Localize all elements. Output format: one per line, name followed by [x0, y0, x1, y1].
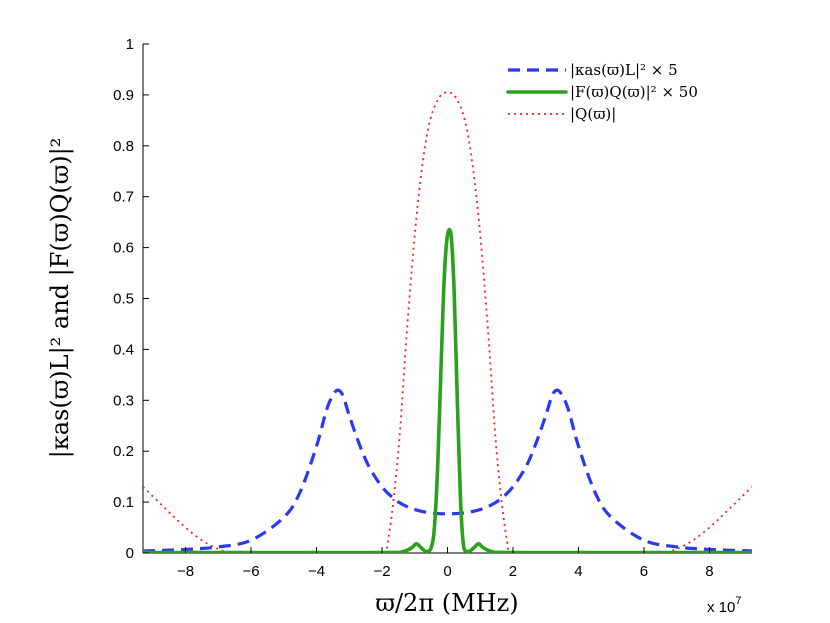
- y-tick-label: 1: [126, 36, 134, 53]
- x-tick-label: −8: [177, 563, 194, 580]
- x-tick-label: −6: [242, 563, 259, 580]
- y-tick-label: 0.4: [113, 341, 134, 358]
- y-tick-label: 0.7: [113, 189, 134, 206]
- x-tick-label: 8: [705, 563, 713, 580]
- series-line-dotted: [143, 91, 752, 553]
- x-tick-label: 0: [443, 563, 451, 580]
- legend-label: |Q(ϖ)|: [570, 105, 616, 123]
- ticks-layer: 0 0.1 0.2 0.3 0.4 0.5 0.6 0.7 0.8 0.9 1 −8 −6 −4 −2 0 2 4…: [113, 36, 713, 580]
- x-multiplier: x 107: [707, 595, 741, 616]
- legend-label: |κas(ϖ)L|² × 5: [570, 61, 678, 79]
- y-tick-label: 0.1: [113, 494, 134, 511]
- y-tick-label: 0: [126, 545, 134, 562]
- x-axis-title: ϖ/2π (MHz): [375, 589, 518, 617]
- x-tick-label: −4: [308, 563, 325, 580]
- x-multiplier-base: x 10: [707, 599, 735, 616]
- x-tick-label: 4: [574, 563, 582, 580]
- series-layer: [143, 91, 752, 553]
- x-multiplier-exponent: 7: [735, 595, 741, 607]
- legend: |κas(ϖ)L|² × 5 |F(ϖ)Q(ϖ)|² × 50 |Q(ϖ)|: [506, 61, 698, 123]
- series-line-dashed: [143, 388, 752, 553]
- x-tick-label: −2: [373, 563, 390, 580]
- y-axis-title: |κas(ϖ)L|² and |F(ϖ)Q(ϖ)|²: [46, 138, 75, 459]
- legend-label: |F(ϖ)Q(ϖ)|² × 50: [570, 83, 698, 101]
- axes-frame: [142, 44, 752, 554]
- x-tick-label: 6: [640, 563, 648, 580]
- y-tick-label: 0.2: [113, 443, 134, 460]
- y-tick-label: 0.9: [113, 87, 134, 104]
- y-tick-label: 0.6: [113, 240, 134, 257]
- x-tick-label: 2: [509, 563, 517, 580]
- y-tick-label: 0.5: [113, 291, 134, 308]
- series-line-solid: [143, 227, 752, 553]
- y-tick-label: 0.3: [113, 392, 134, 409]
- y-tick-label: 0.8: [113, 138, 134, 155]
